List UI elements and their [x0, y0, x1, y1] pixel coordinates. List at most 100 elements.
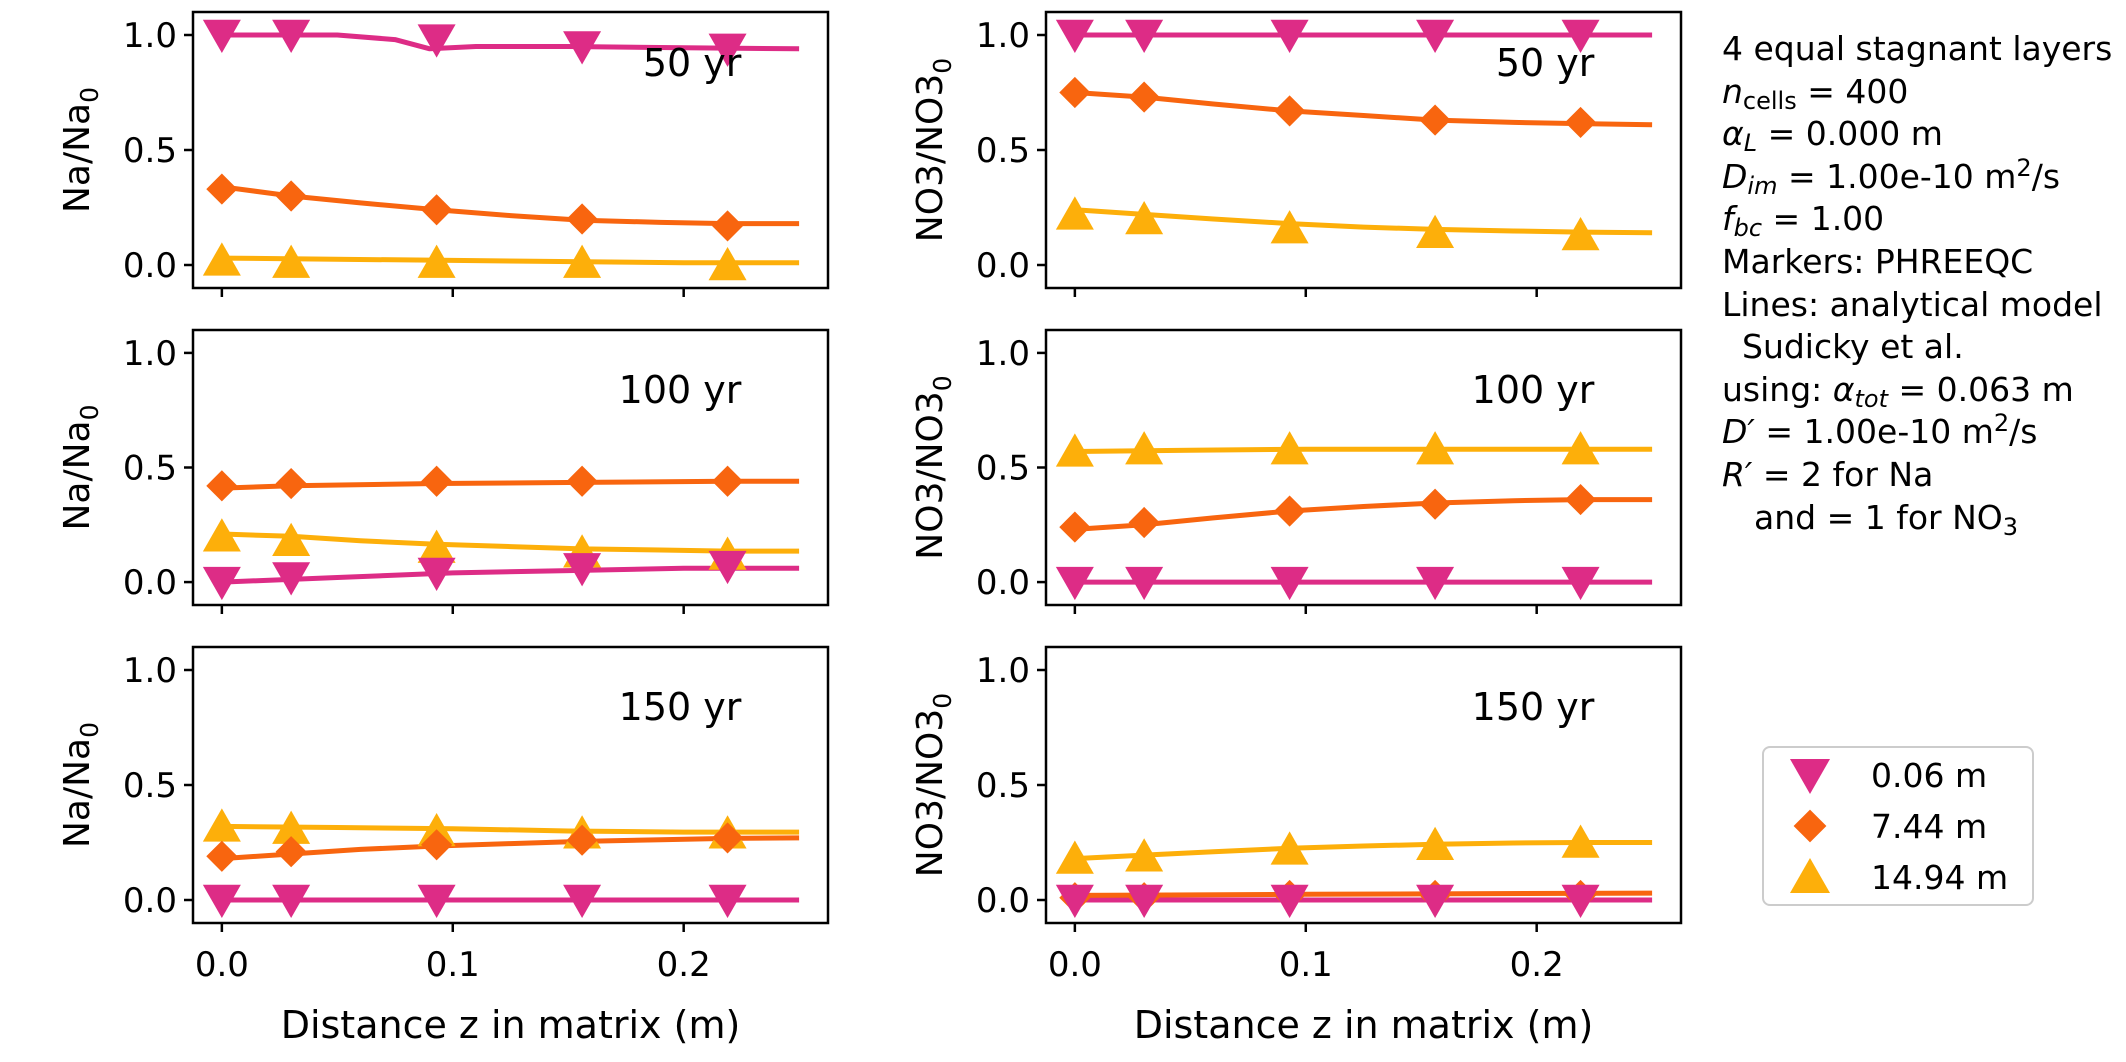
info-dprime: D′ = 1.00e-10 m2/s — [1722, 409, 2038, 452]
data-point-triangle-up — [1125, 431, 1164, 465]
data-point-diamond — [421, 194, 453, 226]
panels-group: 0.0 0.5 1.0 Na/Na0 50 yr 0.0 0.5 1.0 NO3/NO30 50 … — [57, 10, 1683, 1047]
y-axis-label: Na/Na0 — [57, 404, 104, 530]
data-point-triangle-down — [1270, 884, 1309, 919]
data-point-triangle-up — [1055, 433, 1094, 467]
y-axis-label: NO3/NO30 — [910, 375, 957, 559]
y-tick-label: 1.0 — [976, 334, 1030, 374]
data-point-diamond — [1419, 104, 1451, 136]
y-tick-label: 0.5 — [123, 131, 177, 171]
data-point-diamond — [1128, 506, 1160, 539]
data-point-triangle-up — [202, 808, 241, 842]
info-rprime: R′ = 2 for Na — [1722, 454, 1934, 494]
series-line — [1074, 497, 1653, 532]
plot-area — [202, 19, 800, 281]
panel-no3-150: 0.0 0.5 1.0 0.0 0.1 0.2 NO3/NO30 150 yr Distance… — [910, 645, 1683, 1047]
data-point-triangle-down — [202, 19, 241, 54]
plot-area — [1055, 19, 1653, 251]
legend-item: 7.44 m — [1793, 807, 1987, 846]
data-point-diamond — [275, 180, 307, 212]
time-annotation: 100 yr — [619, 368, 742, 412]
series-line — [221, 478, 800, 491]
data-point-triangle-down — [563, 553, 602, 587]
data-point-triangle-down — [1270, 19, 1309, 54]
data-point-triangle-down — [202, 884, 241, 919]
x-axis-label: Distance z in matrix (m) — [281, 1003, 741, 1047]
data-point-triangle-down — [563, 884, 602, 919]
data-point-diamond — [1274, 495, 1306, 527]
x-tick-label: 0.1 — [426, 945, 480, 985]
info-fbc: fbc = 1.00 — [1722, 199, 1885, 243]
data-point-diamond — [711, 822, 744, 854]
time-annotation: 50 yr — [1496, 41, 1595, 85]
y-tick-label: 1.0 — [123, 334, 177, 374]
time-annotation: 150 yr — [1472, 685, 1595, 729]
legend-frame — [1762, 746, 2034, 906]
data-point-triangle-up — [272, 810, 311, 844]
data-point-triangle-up — [1416, 214, 1455, 248]
y-tick-label: 1.0 — [123, 651, 177, 691]
y-tick-label: 0.5 — [976, 766, 1030, 806]
data-point-triangle-down — [1125, 884, 1164, 919]
data-point-diamond — [206, 173, 238, 205]
panel-no3-100: 0.0 0.5 1.0 NO3/NO30 100 yr — [910, 328, 1683, 614]
data-point-diamond — [566, 203, 598, 235]
data-point-triangle-up — [1055, 840, 1094, 874]
data-point-triangle-down — [1416, 19, 1455, 54]
plot-area — [202, 465, 800, 601]
data-point-diamond — [1059, 511, 1091, 543]
plot-area — [1055, 824, 1653, 919]
x-tick-label: 0.0 — [195, 945, 249, 985]
y-axis-label: Na/Na0 — [57, 722, 104, 848]
series-line — [221, 32, 800, 52]
data-point-triangle-up — [1561, 431, 1600, 465]
data-point-triangle-up — [1270, 431, 1309, 465]
info-layers: 4 equal stagnant layers — [1722, 29, 2113, 68]
panel-na-150: 0.0 0.5 1.0 0.0 0.1 0.2 Na/Na0 150 yr Distance z… — [57, 645, 830, 1047]
data-point-triangle-down — [1561, 566, 1600, 601]
data-point-triangle-up — [708, 246, 747, 281]
legend: 0.06 m 7.44 m 14.94 m — [1762, 746, 2034, 906]
data-point-triangle-down — [417, 884, 456, 919]
y-tick-label: 0.0 — [123, 246, 177, 286]
data-point-diamond — [206, 840, 238, 872]
data-point-triangle-up — [1561, 824, 1600, 858]
info-markers: Markers: PHREEQC — [1722, 241, 2034, 281]
data-point-triangle-down — [1416, 566, 1455, 601]
x-tick-label: 0.1 — [1279, 945, 1333, 985]
series-line — [221, 823, 800, 835]
y-axis-label: NO3/NO30 — [910, 58, 957, 242]
legend-items: 0.06 m 7.44 m 14.94 m — [1790, 756, 2008, 897]
data-point-diamond — [711, 210, 744, 242]
data-point-triangle-down — [417, 557, 456, 591]
y-tick-label: 1.0 — [976, 651, 1030, 691]
y-tick-label: 0.5 — [976, 449, 1030, 489]
x-axis-label: Distance z in matrix (m) — [1134, 1003, 1594, 1047]
data-point-diamond — [421, 465, 453, 497]
panel-na-50: 0.0 0.5 1.0 Na/Na0 50 yr — [57, 10, 830, 297]
info-ncells: ncells = 400 — [1722, 71, 1909, 115]
data-point-diamond — [566, 465, 598, 497]
data-point-triangle-down — [202, 566, 241, 601]
data-point-triangle-up — [1416, 826, 1455, 860]
data-point-triangle-up — [1125, 200, 1164, 235]
data-point-triangle-down — [708, 884, 747, 919]
data-point-diamond — [1564, 106, 1597, 138]
data-point-triangle-up — [202, 242, 241, 276]
y-axis-label: NO3/NO30 — [910, 693, 957, 877]
data-point-diamond — [1564, 484, 1597, 516]
data-point-diamond — [206, 470, 238, 502]
plot-area — [202, 808, 800, 919]
series-line — [1074, 207, 1653, 236]
data-point-triangle-up — [1270, 831, 1309, 865]
data-point-triangle-down — [1416, 884, 1455, 919]
x-tick-label: 0.0 — [1048, 945, 1102, 985]
data-point-diamond — [1128, 81, 1160, 113]
series-line — [221, 565, 800, 585]
time-annotation: 150 yr — [619, 685, 742, 729]
data-point-diamond — [1419, 488, 1451, 520]
data-point-triangle-down — [1561, 884, 1600, 919]
series-line — [1074, 446, 1653, 454]
y-tick-label: 1.0 — [123, 16, 177, 56]
